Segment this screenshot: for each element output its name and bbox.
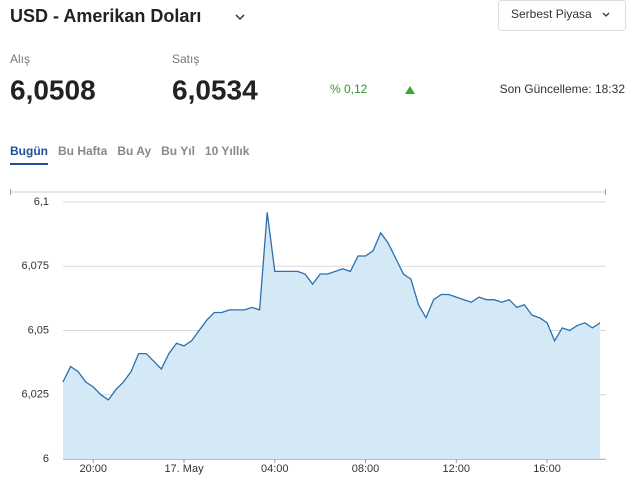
x-tick-label: 16:00	[533, 463, 561, 475]
sell-label: Satış	[172, 52, 199, 66]
y-tick-label: 6,1	[34, 196, 49, 208]
x-tick-label: 20:00	[79, 463, 107, 475]
y-tick-label: 6	[43, 453, 49, 465]
tab[interactable]: Bu Yıl	[161, 144, 195, 158]
market-dropdown[interactable]	[498, 0, 626, 31]
market-label: Serbest Piyasa	[511, 7, 592, 21]
updated: Son Güncelleme: 18:32	[500, 82, 626, 96]
x-tick-label: 17. May	[164, 463, 204, 475]
y-tick-label: 6,05	[28, 324, 49, 336]
sell-price: 6,0534	[172, 74, 258, 105]
tab[interactable]: Bu Hafta	[58, 144, 108, 158]
tab[interactable]: Bugün	[10, 144, 48, 158]
x-tick-label: 08:00	[352, 463, 380, 475]
title: USD - Amerikan Doları	[10, 6, 201, 26]
x-tick-label: 12:00	[443, 463, 471, 475]
chevron	[235, 14, 245, 21]
y-tick-label: 6,075	[21, 260, 49, 272]
buy-price: 6,0508	[10, 74, 96, 105]
buy-label: Alış	[10, 52, 30, 66]
dropdown-chevron	[602, 12, 610, 17]
area	[63, 212, 600, 459]
chart: 6 6,025 6,05 6,075 6,1 20:00 17. May 04:00 08:00…	[21, 196, 606, 475]
tabs: Bugün Bu Hafta Bu Ay Bu Yıl 10 Yıllık	[10, 144, 250, 165]
tab-underline	[10, 163, 48, 165]
line	[62, 212, 601, 401]
y-tick-label: 6,025	[21, 389, 49, 401]
tab[interactable]: 10 Yıllık	[205, 144, 250, 158]
up-arrow	[405, 86, 415, 94]
x-tick-label: 04:00	[261, 463, 289, 475]
tab[interactable]: Bu Ay	[117, 144, 151, 158]
change: % 0,12	[330, 82, 368, 96]
